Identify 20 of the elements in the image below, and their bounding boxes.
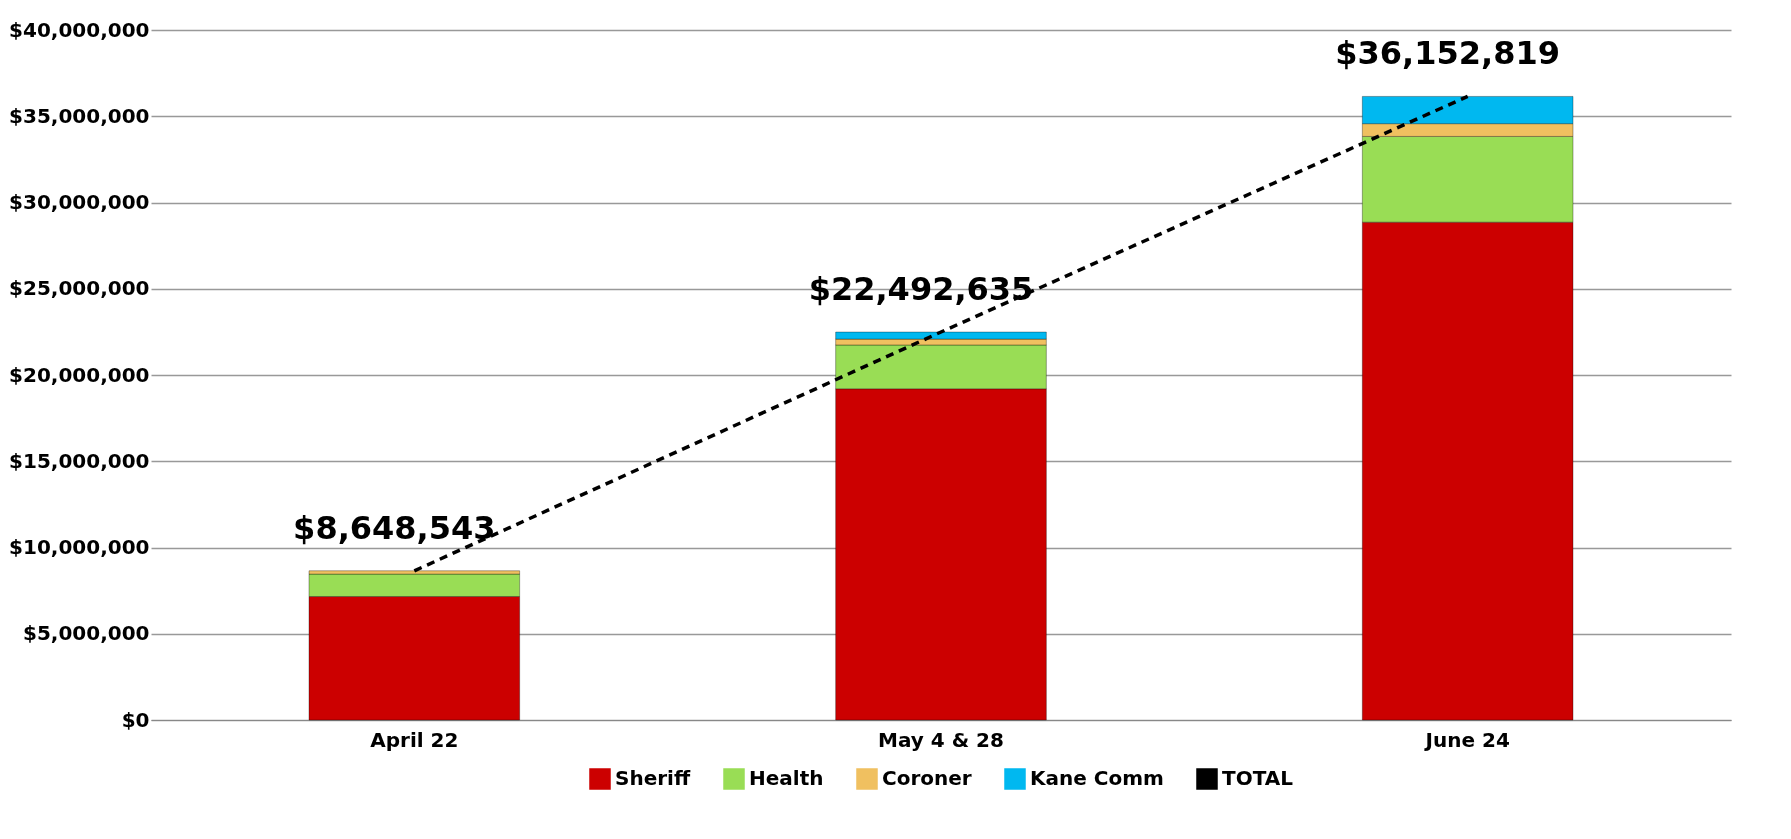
legend-label: Sheriff (615, 766, 691, 790)
x-tick-label: May 4 & 28 (878, 727, 1004, 752)
data-label: $36,152,819 (1335, 34, 1561, 73)
y-tick-label: $30,000,000 (9, 190, 150, 214)
y-tick-label: $5,000,000 (22, 621, 150, 646)
y-tick-label: $15,000,000 (9, 448, 150, 473)
y-tick-label: $40,000,000 (9, 17, 150, 42)
y-tick-label: $0 (121, 707, 150, 732)
legend-label: Coroner (882, 766, 972, 790)
data-label: $22,492,635 (808, 270, 1034, 308)
legend-label: TOTAL (1222, 766, 1294, 790)
data-label: $8,648,543 (293, 508, 496, 547)
y-tick-label: $20,000,000 (9, 362, 150, 387)
y-tick-label: $35,000,000 (9, 103, 150, 128)
x-tick-label: April 22 (370, 727, 459, 752)
y-tick-label: $10,000,000 (9, 535, 150, 559)
x-tick-label: June 24 (1423, 727, 1510, 752)
legend-label: Kane Comm (1030, 766, 1164, 790)
legend-label: Health (749, 766, 824, 790)
y-tick-label: $25,000,000 (9, 276, 150, 301)
